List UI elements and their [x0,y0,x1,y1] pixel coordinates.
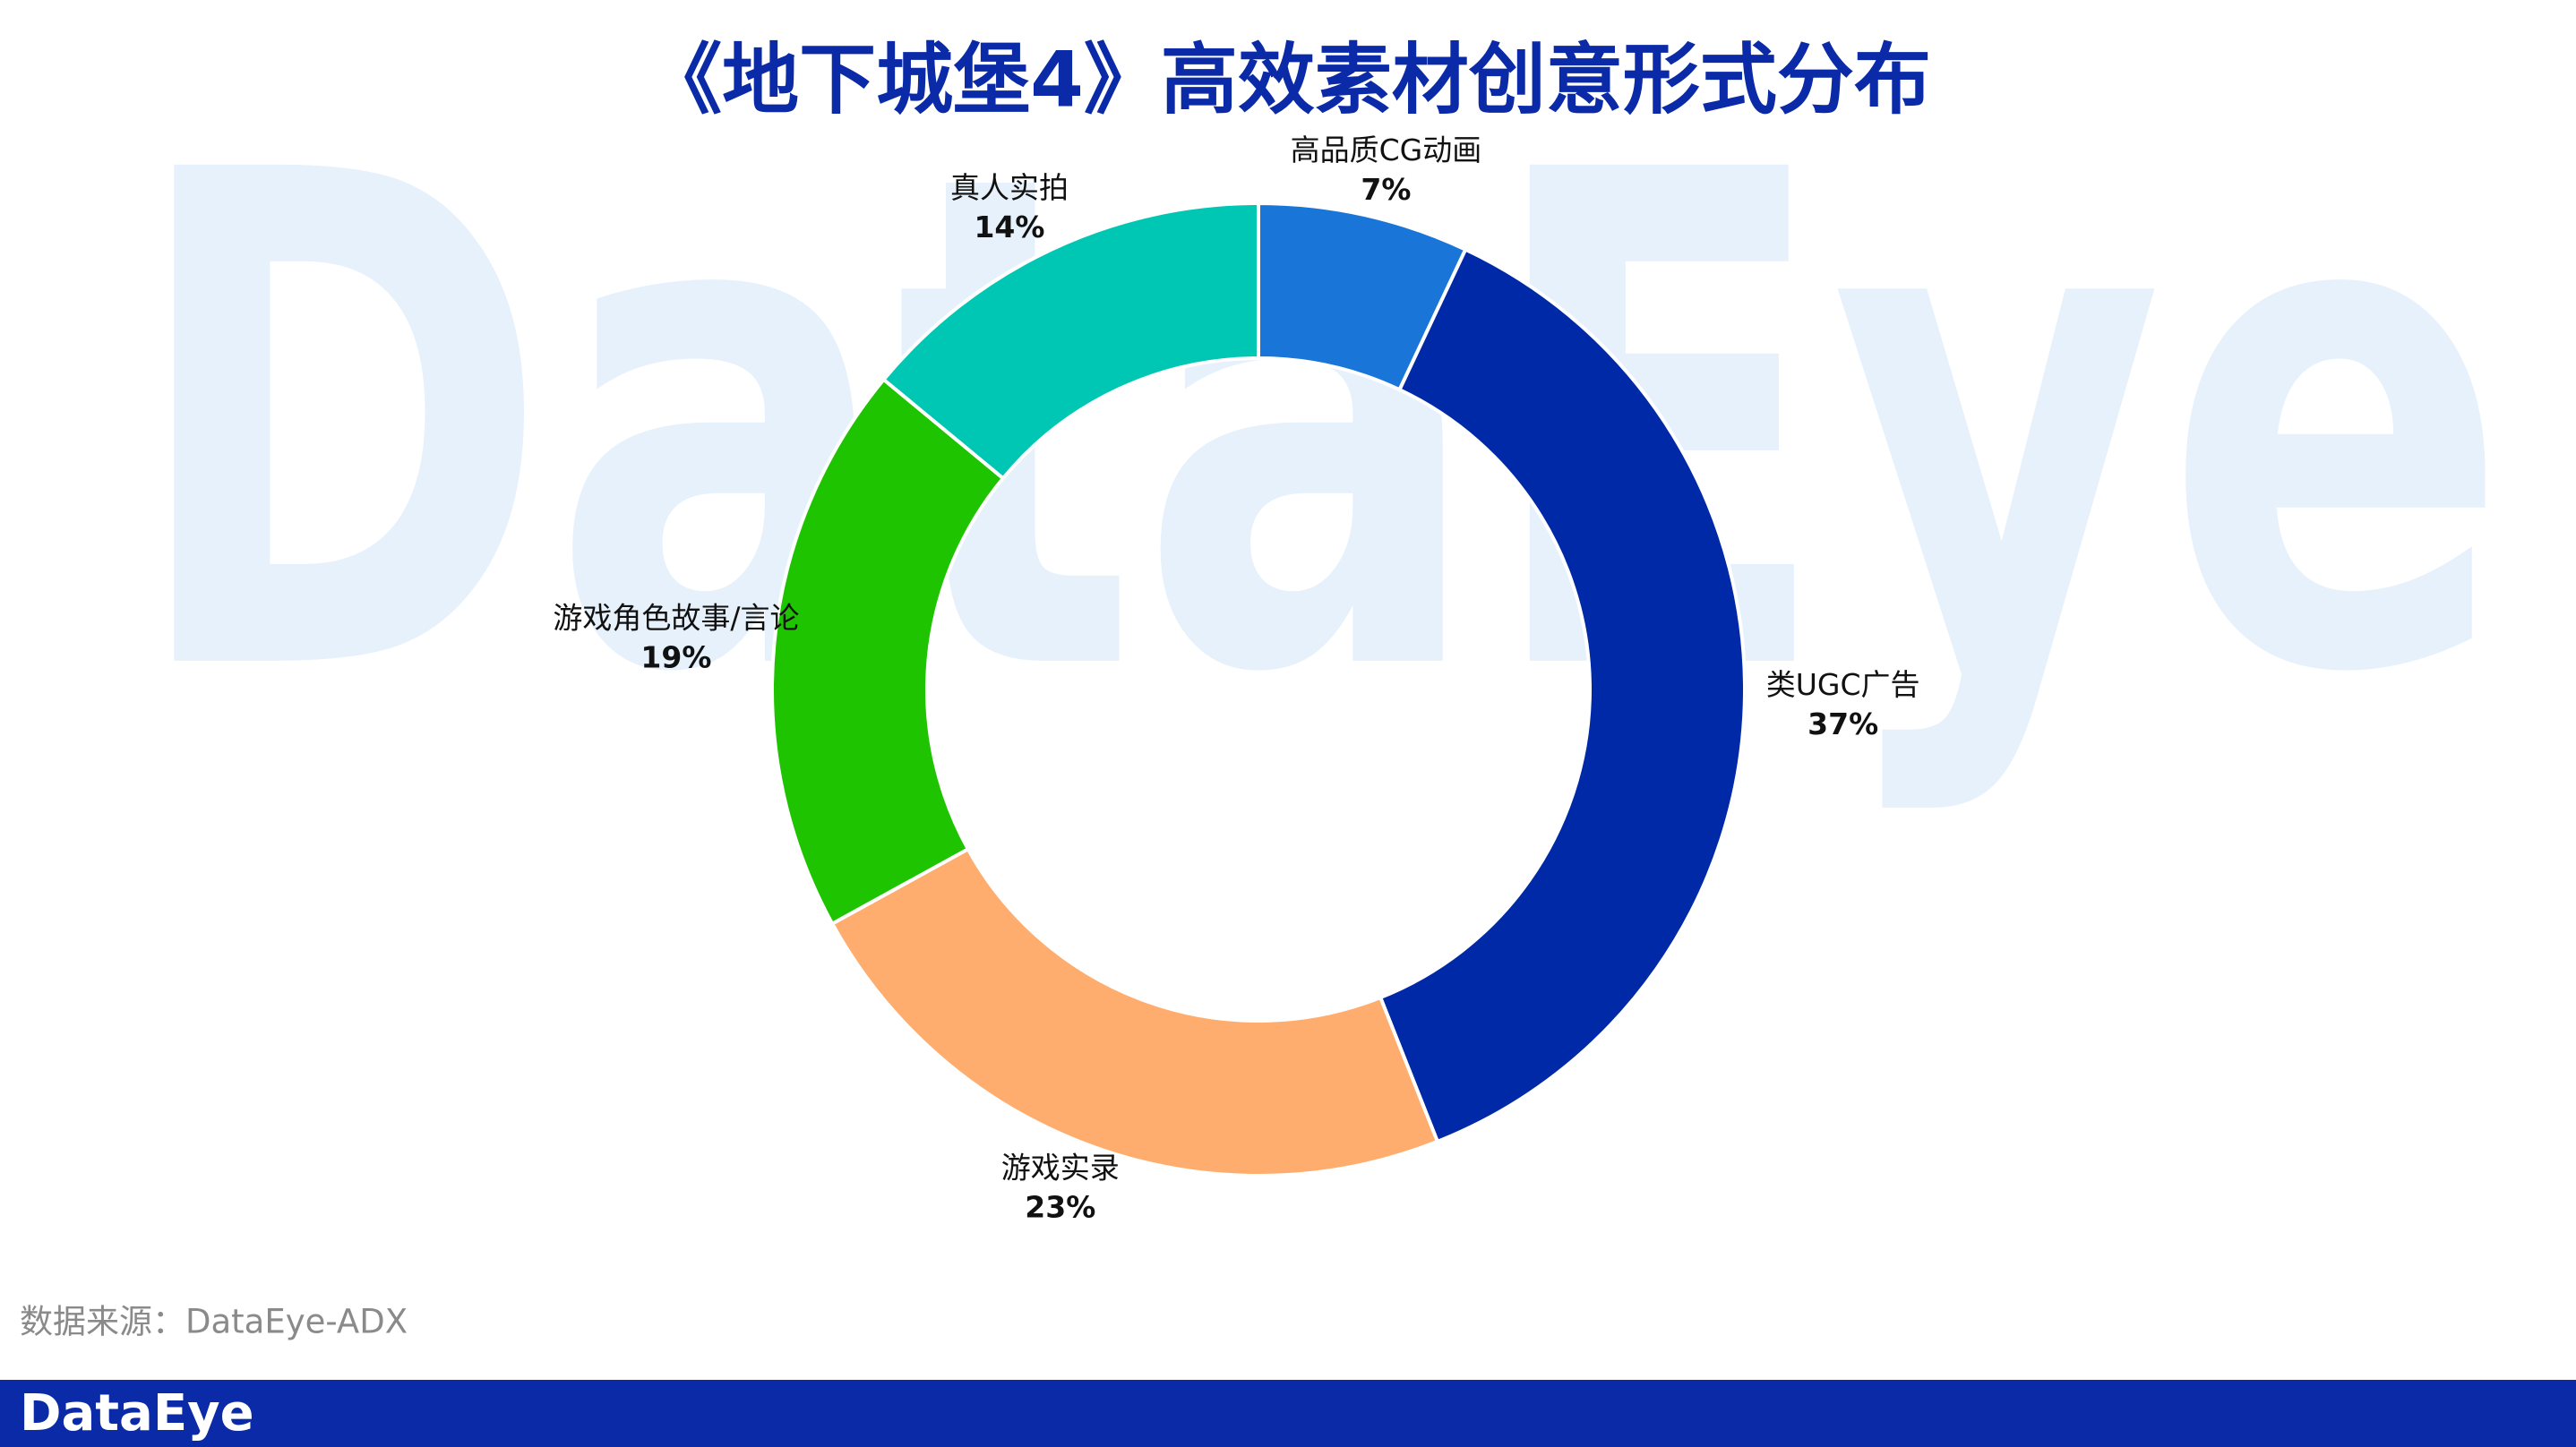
donut-segment [880,201,1260,481]
watermark: DataEye [127,30,2510,822]
segment-label: 类UGC广告 [1766,667,1920,702]
value-label: 23% [1025,1189,1095,1224]
value-label: 19% [640,640,711,675]
segment-label: 游戏实录 [1001,1150,1120,1185]
donut-segment [770,377,1006,927]
value-label: 37% [1807,706,1878,741]
donut-segment [829,846,1440,1177]
segment-label: 高品质CG动画 [1291,133,1482,167]
source: 数据来源：DataEye-ADX [20,1303,408,1341]
chart-title: 《地下城堡4》高效素材创意形式分布 [645,35,1931,124]
donut-segment [1378,247,1747,1144]
value-label: 14% [974,210,1044,244]
footer-logo: DataEye [20,1384,254,1443]
segment-label: 游戏角色故事/言论 [553,601,799,636]
value-label: 7% [1361,172,1411,207]
footer-band [0,1380,2576,1447]
donut [770,201,1747,1177]
segment-label: 真人实拍 [950,170,1069,205]
